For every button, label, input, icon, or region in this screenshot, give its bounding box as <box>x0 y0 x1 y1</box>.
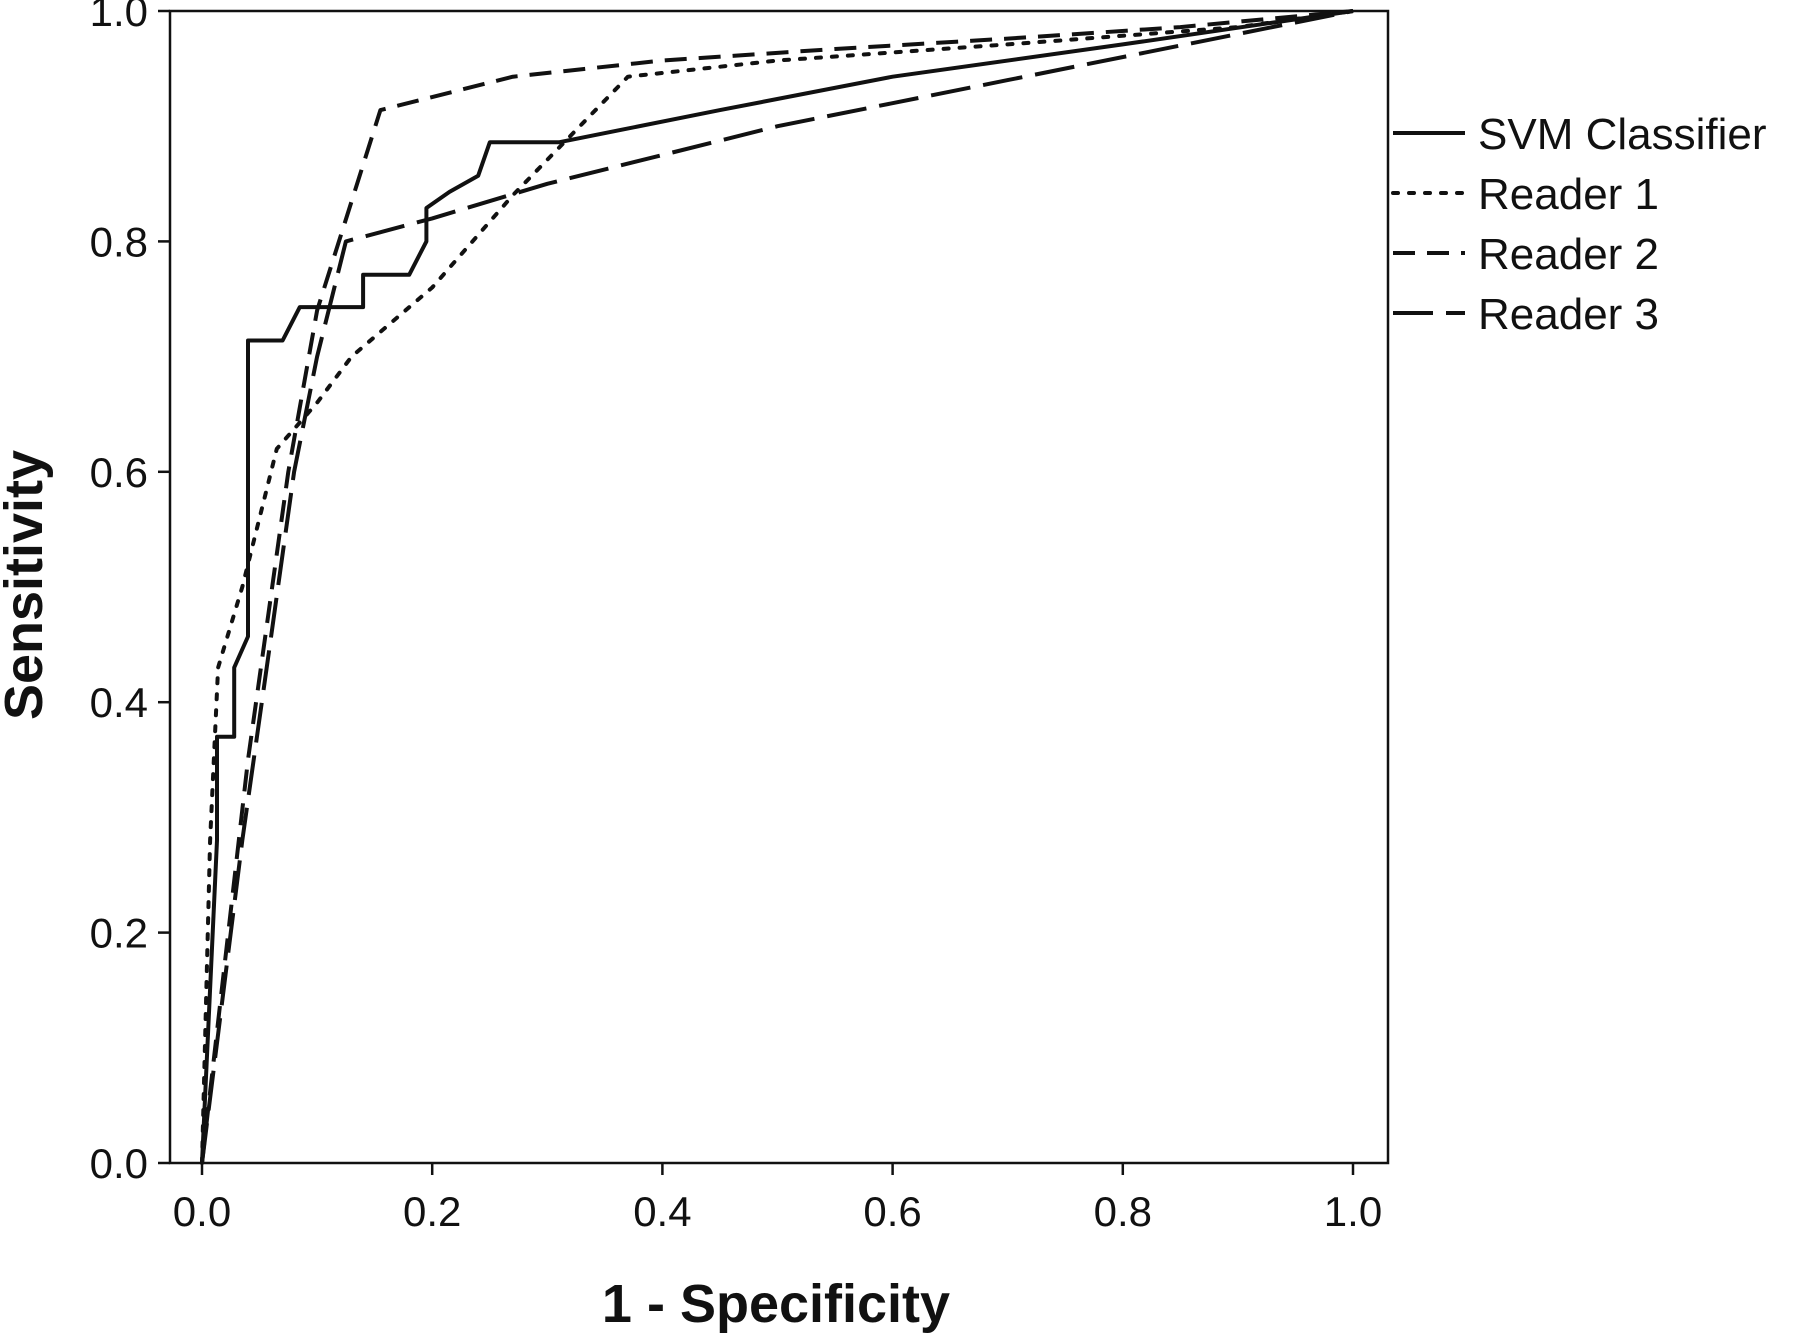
x-tick-label: 0.6 <box>863 1188 921 1235</box>
series-line-svm-classifier <box>200 9 1354 1164</box>
series-line-reader-2 <box>200 9 1354 1164</box>
legend-label: Reader 3 <box>1478 290 1659 339</box>
series-line-reader-3 <box>200 9 1354 1164</box>
x-tick-label: 0.2 <box>403 1188 461 1235</box>
y-tick-label: 0.4 <box>90 679 148 726</box>
x-axis-title: 1 - Specificity <box>602 1274 950 1334</box>
y-tick-label: 0.8 <box>90 218 148 265</box>
x-tick-label: 1.0 <box>1324 1188 1382 1235</box>
x-tick-label: 0.4 <box>633 1188 691 1235</box>
y-tick-label: 0.6 <box>90 449 148 496</box>
legend-label: Reader 1 <box>1478 170 1659 219</box>
plot-frame <box>168 9 1390 1165</box>
legend-label: Reader 2 <box>1478 230 1659 279</box>
y-tick-label: 0.0 <box>90 1140 148 1187</box>
series-line-reader-1 <box>200 9 1355 1165</box>
x-tick-label: 0.0 <box>173 1188 231 1235</box>
y-axis-title: Sensitivity <box>0 450 54 720</box>
legend-label: SVM Classifier <box>1478 110 1767 159</box>
y-tick-label: 0.2 <box>90 910 148 957</box>
x-tick-label: 0.8 <box>1094 1188 1152 1235</box>
y-tick-label: 1.0 <box>90 0 148 35</box>
